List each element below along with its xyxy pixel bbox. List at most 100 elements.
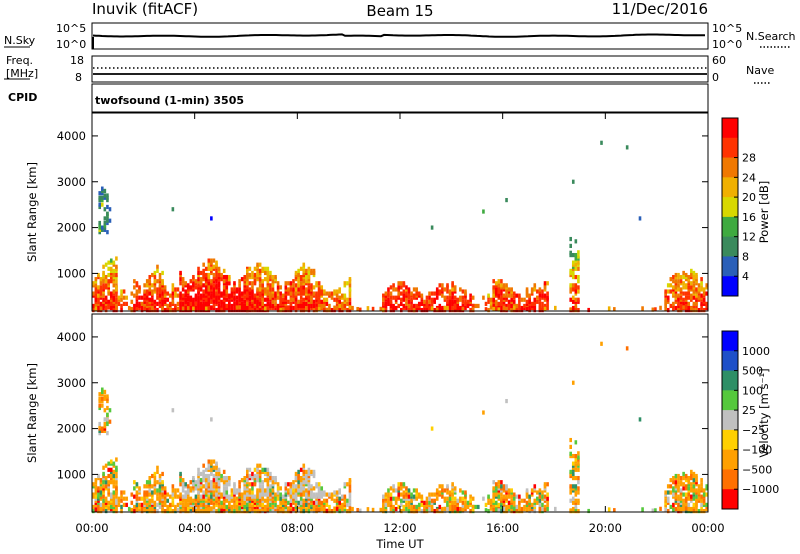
- power-cell: [543, 303, 547, 309]
- y-tick-label: 1000: [57, 467, 86, 481]
- power-cell: [443, 287, 447, 292]
- velocity-cell: [315, 492, 318, 497]
- power-cell: [103, 227, 107, 232]
- velocity-cell: [106, 417, 109, 422]
- power-cell: [263, 303, 267, 309]
- power-cell: [346, 301, 349, 306]
- velocity-cell: [320, 486, 324, 491]
- velocity-cell: [512, 506, 516, 511]
- y-tick-label: 4000: [57, 330, 86, 344]
- velocity-cell: [577, 480, 580, 485]
- power-cell: [412, 303, 416, 309]
- power-cell: [520, 305, 524, 311]
- power-cell: [156, 301, 159, 306]
- power-cell: [258, 283, 262, 288]
- velocity-cell: [348, 488, 352, 493]
- velocity-cell: [487, 494, 490, 499]
- velocity-cell: [338, 500, 341, 505]
- power-cell: [700, 301, 703, 306]
- power-cell: [687, 274, 691, 280]
- power-cell: [210, 266, 213, 271]
- velocity-cell: [697, 488, 701, 493]
- velocity-cell: [225, 504, 229, 510]
- velocity-cell: [497, 484, 501, 489]
- velocity-cell: [184, 498, 187, 503]
- power-cell: [133, 293, 136, 298]
- velocity-cell: [215, 461, 218, 466]
- power-cell: [415, 291, 418, 296]
- power-cell: [153, 279, 157, 284]
- velocity-cell: [106, 396, 109, 401]
- velocity-cell: [384, 502, 388, 507]
- power-cell: [106, 214, 109, 219]
- velocity-cell: [266, 471, 270, 477]
- power-cell: [215, 307, 218, 313]
- velocity-cell: [446, 496, 449, 501]
- freq-tick-bottom: 8: [75, 71, 82, 84]
- power-cell: [266, 306, 270, 311]
- velocity-cell: [212, 465, 216, 470]
- velocity-cell: [453, 508, 457, 514]
- power-cell: [156, 291, 159, 296]
- velocity-cell: [104, 484, 108, 489]
- velocity-cell: [189, 486, 193, 491]
- power-cell: [151, 305, 154, 310]
- velocity-cell: [297, 488, 300, 493]
- x-tick-label: 12:00: [383, 521, 416, 535]
- power-cell: [320, 299, 324, 304]
- velocity-cell: [106, 419, 109, 424]
- velocity-cell: [233, 508, 236, 514]
- velocity-cell: [258, 484, 262, 489]
- velocity-cell: [410, 504, 413, 510]
- velocity-cell: [122, 502, 126, 507]
- power-cell: [197, 295, 200, 300]
- velocity-cell: [317, 500, 321, 505]
- power-cell: [294, 287, 298, 292]
- power-cell: [382, 301, 385, 306]
- colorbar-tick-label: 20: [742, 191, 756, 204]
- power-cell: [530, 301, 534, 306]
- power-cell: [181, 293, 185, 298]
- power-cell: [263, 277, 267, 282]
- power-cell: [169, 293, 172, 298]
- velocity-cell: [156, 465, 159, 470]
- velocity-cell: [220, 478, 223, 483]
- power-cell: [358, 307, 362, 312]
- power-cell: [451, 299, 454, 304]
- velocity-cell: [684, 473, 688, 479]
- power-cell: [530, 287, 534, 292]
- power-cell: [171, 283, 175, 288]
- colorbar-tick-label: −25: [742, 424, 765, 437]
- velocity-heatmap-cells: [92, 341, 709, 514]
- velocity-cell: [430, 498, 434, 503]
- velocity-cell: [412, 508, 416, 514]
- power-cell: [98, 220, 102, 226]
- power-cell: [215, 270, 218, 276]
- power-cell: [153, 270, 157, 276]
- velocity-cell: [538, 488, 542, 493]
- velocity-cell: [102, 494, 105, 499]
- velocity-cell: [176, 502, 180, 507]
- power-cell: [299, 274, 303, 280]
- velocity-cell: [251, 475, 254, 481]
- power-cell: [492, 297, 495, 302]
- power-cell: [423, 299, 426, 304]
- power-cell: [677, 272, 680, 278]
- power-cell: [100, 186, 104, 191]
- power-cell: [207, 272, 211, 278]
- power-cell: [98, 195, 102, 200]
- power-cell: [292, 283, 295, 288]
- power-cell: [323, 297, 326, 302]
- power-cell: [430, 306, 434, 311]
- freq-tick-top: 18: [70, 54, 84, 67]
- power-cell: [269, 287, 272, 292]
- velocity-cell: [705, 484, 709, 489]
- velocity-cell: [446, 490, 449, 495]
- velocity-cell: [287, 506, 290, 511]
- power-cell: [320, 305, 324, 310]
- velocity-cell: [687, 506, 691, 512]
- power-cell: [256, 287, 259, 292]
- power-cell: [99, 289, 103, 294]
- velocity-cell: [156, 469, 159, 474]
- velocity-cell: [107, 506, 110, 511]
